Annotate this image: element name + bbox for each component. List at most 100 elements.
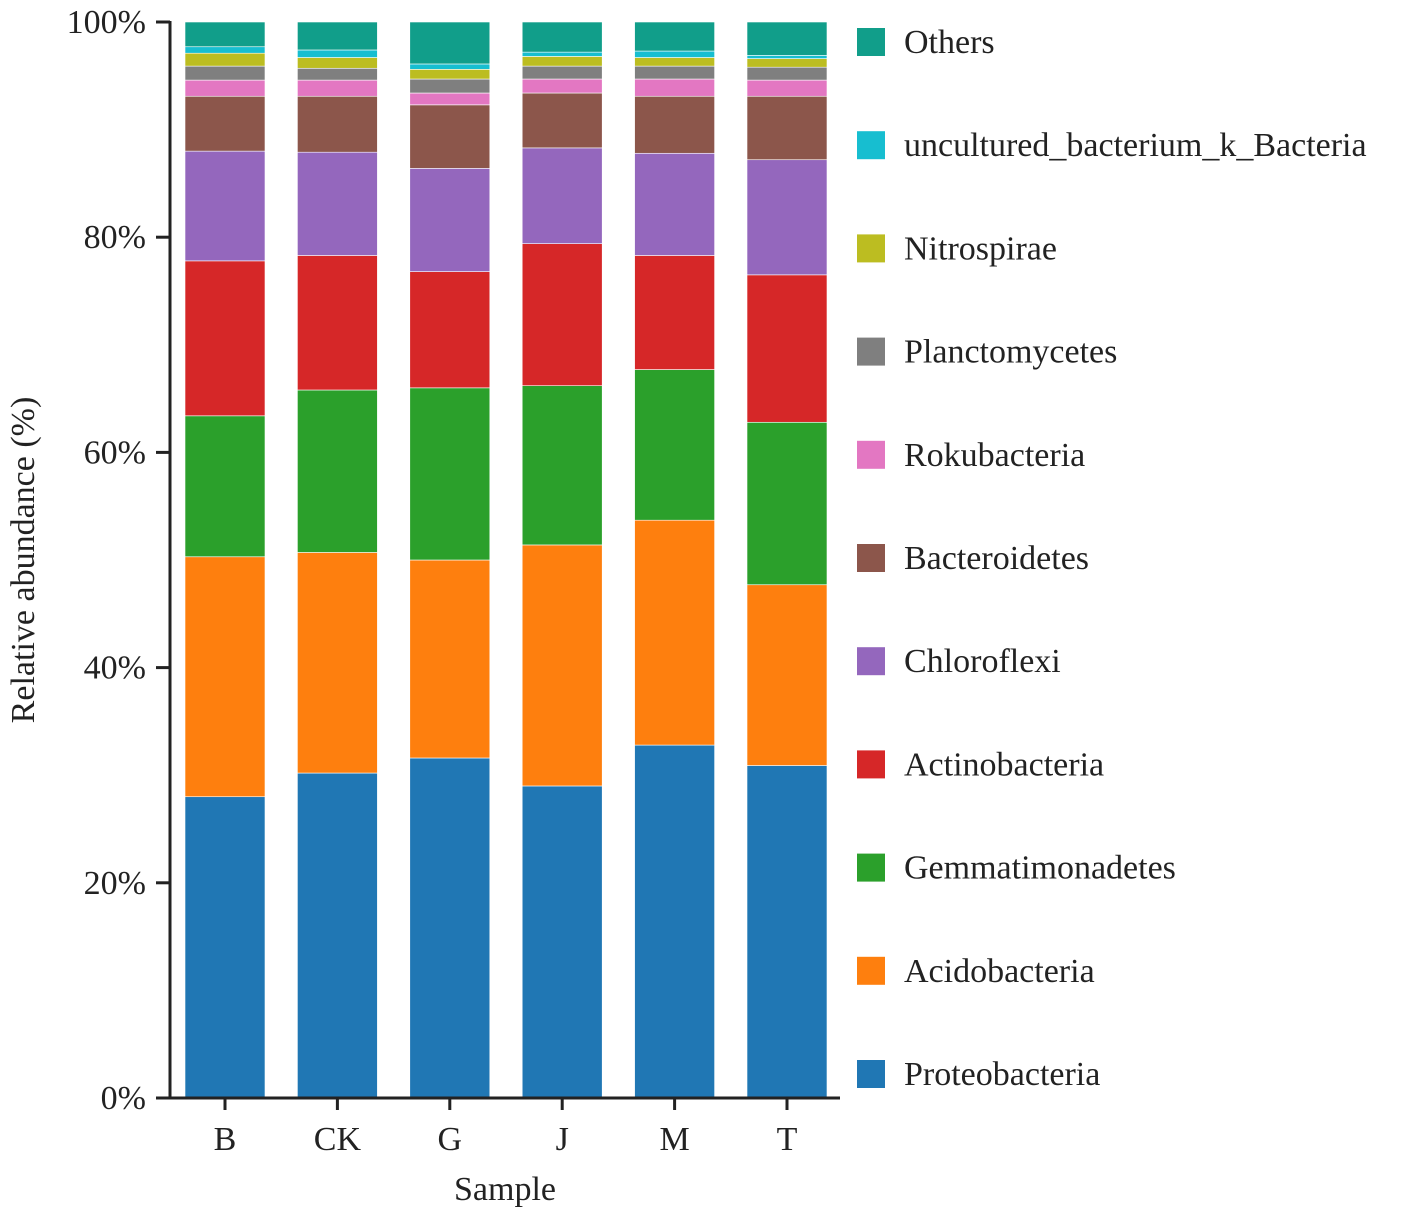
y-axis-title: Relative abundance (%) [5,397,42,724]
legend-swatch [857,234,885,263]
bar-segment [409,757,491,1099]
legend-swatch [857,647,885,676]
bar-segment [297,389,378,553]
legend-label: uncultured_bacterium_k_Bacteria [904,127,1367,164]
bar-segment [409,92,491,106]
bar-segment [521,544,603,787]
axes-layer [168,21,840,1100]
bar-segment [746,584,828,766]
bar-segment [409,271,491,389]
bar-segment [634,519,715,746]
legend-item: Rokubacteria [857,437,1085,474]
bar-segment [746,21,828,56]
x-tick-label: G [438,1121,463,1158]
y-ticks: 0% 20% 40% 60% 80% 100% [67,4,170,1117]
bar-segment [521,385,603,546]
bar-segment [746,79,828,97]
bar-segment [634,369,715,521]
bar-segment [409,69,491,80]
y-tick-label: 60% [84,434,146,471]
legend-item: Gemmatimonadetes [857,850,1176,887]
y-tick-label: 20% [84,865,146,902]
x-tick-label: CK [314,1121,362,1158]
bar-segment [409,78,491,94]
bar-segment [634,152,715,256]
bar-segment [746,765,828,1099]
bar-segment [184,52,266,67]
bar-segment [746,95,828,161]
legend-label: Proteobacteria [904,1056,1100,1093]
x-tick-label: B [214,1121,237,1158]
legend-swatch [857,28,885,56]
bar-segment [184,46,266,54]
legend-label: Rokubacteria [904,437,1085,474]
bar-segment [409,63,491,70]
bar-segment [521,243,603,386]
bar-segment [634,21,715,52]
bars-layer [184,21,828,1099]
bar-segment [184,260,266,417]
legend-swatch [857,956,885,985]
bar-segment [184,150,266,262]
bar-segment [746,421,828,586]
legend-label: Acidobacteria [904,953,1095,990]
bar-segment [634,744,715,1099]
legend-label: Bacteroidetes [904,540,1089,577]
legend: Others uncultured_bacterium_k_Bacteria Nit… [857,24,1367,1093]
y-tick-label: 0% [101,1080,146,1117]
bar-segment [409,559,491,759]
legend-label: Planctomycetes [904,334,1117,371]
bar-segment [297,57,378,69]
bar-segment [521,56,603,67]
bar-segment [746,274,828,423]
bar-segment [184,796,266,1099]
legend-item: Others [857,24,995,61]
bar-segment [184,21,266,48]
bar-segment [297,772,378,1099]
legend-swatch [857,544,885,572]
bar-segment [297,79,378,97]
bar-segment [297,21,378,51]
bar-segment [521,65,603,80]
bar-segment [634,255,715,370]
legend-item: Planctomycetes [857,334,1117,371]
bar-segment [746,159,828,276]
bar-segment [184,65,266,81]
bar-segment [409,21,491,65]
legend-swatch [857,131,885,160]
bar-segment [184,556,266,798]
legend-item: Bacteroidetes [857,540,1089,577]
bar-segment [521,51,603,57]
legend-item: Acidobacteria [857,953,1095,990]
bar-segment [521,92,603,149]
legend-item: Actinobacteria [857,746,1104,783]
legend-label: Actinobacteria [904,746,1104,783]
bar-segment [184,415,266,558]
x-tick-label: T [777,1121,798,1158]
legend-swatch [857,337,885,366]
bar-segment [297,49,378,58]
bar-segment [634,78,715,97]
legend-swatch [857,440,885,469]
bar-segment [746,58,828,68]
bar-segment [634,65,715,80]
x-ticks: B CK G J M T [214,1098,798,1158]
x-axis-title: Sample [454,1171,556,1208]
y-tick-label: 40% [84,650,146,687]
legend-item: uncultured_bacterium_k_Bacteria [857,127,1367,164]
legend-label: Others [904,24,995,61]
bar-segment [521,21,603,53]
bar-segment [184,95,266,152]
bar-segment [297,255,378,391]
bar-segment [409,168,491,272]
legend-swatch [857,1060,885,1088]
bar-segment [409,104,491,169]
x-tick-label: M [659,1121,689,1158]
legend-item: Chloroflexi [857,643,1061,680]
legend-label: Chloroflexi [904,643,1061,680]
legend-label: Nitrospirae [904,230,1057,267]
x-tick-label: J [556,1121,569,1158]
bar-segment [634,50,715,58]
bar-segment [634,95,715,154]
bar-segment [746,66,828,81]
